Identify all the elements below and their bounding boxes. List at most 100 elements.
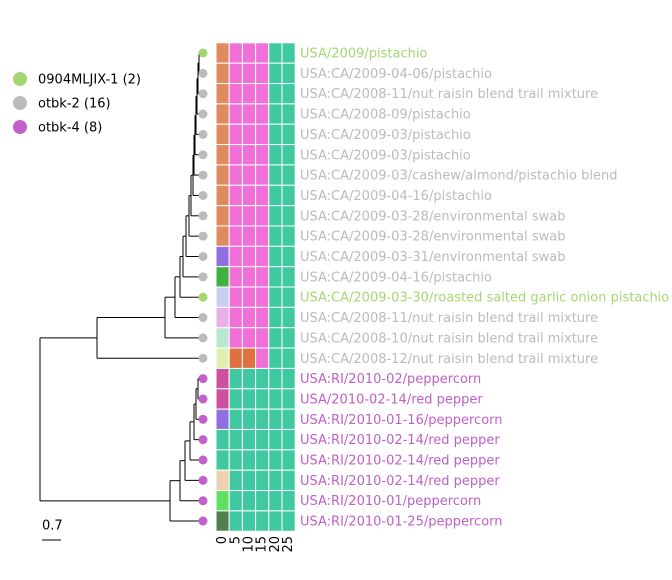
heat-cell [268,225,283,247]
heat-cell [268,469,283,492]
tip-dot [198,252,208,261]
heat-cell [255,42,270,64]
heat-cell [268,83,283,105]
heat-cell [215,83,230,105]
tip-dot [198,48,208,58]
tip-dot [198,496,208,506]
leaf-label: USA:CA/2009-03/pistachio [300,148,471,163]
heat-cell [268,164,283,186]
heat-cell [228,367,243,390]
heat-cell [241,184,257,207]
heat-cell [281,83,296,105]
heat-cell [281,225,296,247]
heat-cell [228,164,243,186]
heat-cell [228,428,243,451]
heat-cell [228,62,243,85]
leaf-label: USA:RI/2010-02/peppercorn [300,372,481,387]
heat-cell [255,123,270,146]
tip-dot [198,516,208,526]
heat-cell [215,123,230,146]
column-label: 0 [215,536,230,544]
heat-cell [228,225,243,247]
heat-cell [268,62,283,85]
heat-cell [228,388,243,410]
heat-cell [228,266,243,288]
heat-cell [268,408,283,430]
tip-dot [198,150,208,160]
heat-cell [268,42,283,64]
leaf-label: USA:CA/2008-11/nut raisin blend trail mi… [300,87,598,102]
tip-dot [198,333,208,343]
heat-cell [241,286,257,308]
leaf-label: USA:RI/2010-01/peppercorn [300,494,481,509]
heat-cell [241,164,257,186]
heat-cell [228,347,243,369]
heat-cell [228,123,243,146]
heat-cell [268,347,283,369]
tip-dot [198,435,208,445]
heat-cell [255,245,270,268]
tip-dot [198,129,208,139]
leaf-label: USA:CA/2009-03-31/environmental swab [300,250,565,265]
tip-dot [198,414,208,424]
heat-cell [241,225,257,247]
heat-cell [241,388,257,410]
column-label: 10 [242,536,257,553]
heat-cell [255,306,270,329]
tip-dot [198,68,208,78]
heat-cell [241,367,257,390]
tip-dot [198,170,208,180]
leaf-label: USA:CA/2009-04-16/pistachio [300,189,492,204]
tip-dot [198,231,208,241]
heat-cell [215,266,230,288]
leaf-label: USA:CA/2008-10/nut raisin blend trail mi… [300,331,598,346]
heat-cell [281,123,296,146]
heat-cell [241,123,257,146]
heat-cell [255,225,270,247]
heat-cell [268,490,283,512]
heat-cell [268,388,283,410]
heat-cell [215,469,230,492]
heat-cell [215,347,230,369]
heat-cell [281,205,296,227]
tip-dot [198,190,208,200]
leaf-label: USA:CA/2008-11/nut raisin blend trail mi… [300,311,598,326]
heat-cell [241,408,257,430]
tip-dot [198,211,208,221]
heat-cell [255,449,270,471]
heat-cell [281,245,296,268]
heat-cell [268,205,283,227]
heat-cell [281,388,296,410]
heat-cell [215,408,230,430]
column-label: 15 [255,536,270,553]
leaf-label: USA:RI/2010-01-25/peppercorn [300,515,503,530]
heat-cell [241,83,257,105]
leaf-label: USA:RI/2010-02-14/red pepper [300,454,500,469]
heat-cell [268,144,283,166]
heat-cell [268,367,283,390]
heat-cell [255,367,270,390]
heat-cell [241,347,257,369]
tip-dot [198,292,208,302]
column-label: 5 [228,536,243,544]
heat-cell [241,144,257,166]
heat-cell [281,490,296,512]
heat-cell [255,408,270,430]
heat-cell [268,123,283,146]
heat-cell [241,327,257,349]
heat-cell [215,388,230,410]
heat-cell [255,266,270,288]
tip-dot [198,455,208,465]
heat-cell [255,184,270,207]
heat-cell [281,367,296,390]
heat-cell [255,490,270,512]
leaf-label: USA:CA/2009-03/cashew/almond/pistachio b… [300,169,617,184]
leaf-label: USA:CA/2009-03-28/environmental swab [300,230,565,245]
leaf-label: USA/2010-02-14/red pepper [300,392,483,407]
leaf-label: USA:CA/2008-12/nut raisin blend trail mi… [300,352,598,367]
heat-cell [268,266,283,288]
heat-cell [255,144,270,166]
leaf-label: USA:CA/2009-04-16/pistachio [300,270,492,285]
heat-cell [228,184,243,207]
